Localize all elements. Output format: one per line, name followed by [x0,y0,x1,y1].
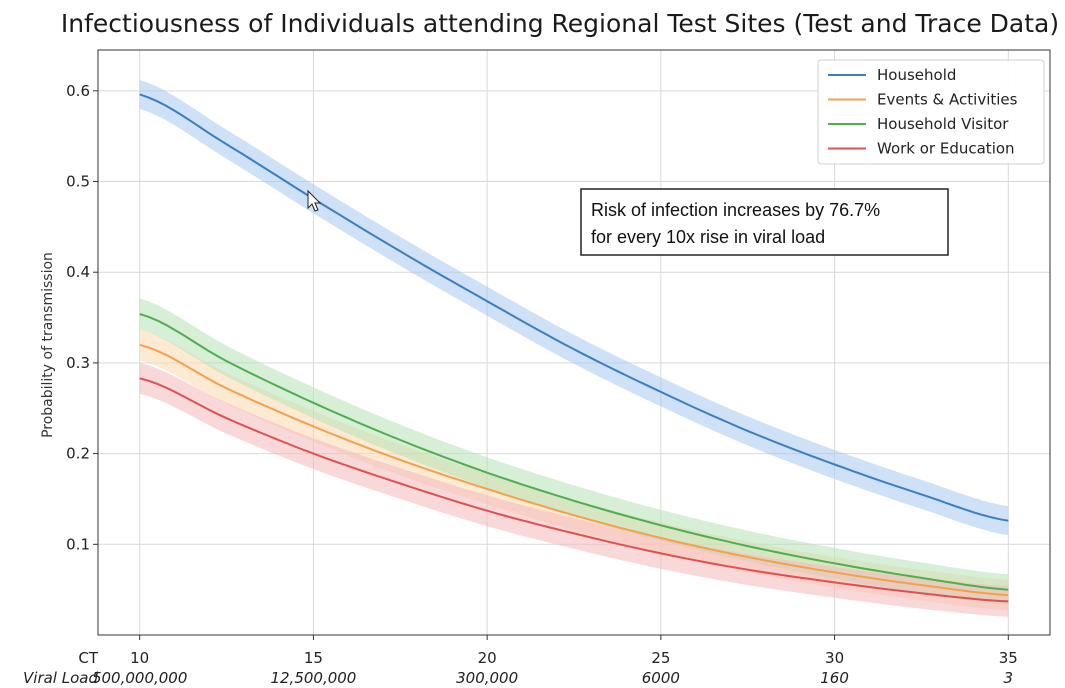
viral-load-tick-label: 500,000,000 [92,669,187,687]
confidence-band [139,79,1009,536]
x-tick-label: 35 [999,649,1018,667]
viral-load-tick-label: 6000 [642,669,680,687]
chart-title: Infectiousness of Individuals attending … [61,9,1059,38]
legend-label: Household Visitor [877,115,1009,133]
y-tick-label: 0.2 [66,445,90,463]
mouse-cursor-icon [307,189,322,212]
series-line [139,312,1009,591]
series-line [139,343,1009,597]
x-tick-label: 20 [478,649,497,667]
ct-row-label: CT [78,649,98,667]
y-tick-label: 0.5 [66,173,90,191]
series-line [139,377,1009,603]
viral-load-tick-label: 300,000 [456,669,518,687]
confidence-bands [139,79,1009,617]
y-tick-label: 0.1 [66,535,90,553]
viral-load-row-label: Viral Load [23,669,98,687]
confidence-band [139,298,1009,606]
annotation-box: Risk of infection increases by 76.7% for… [580,188,949,256]
x-tick-label: 15 [304,649,323,667]
legend-label: Events & Activities [877,91,1018,109]
x-ticks: 10 500,000,000 15 12,500,000 20 300,000 25 6000… [92,635,1018,687]
legend-label: Household [877,66,956,84]
x-tick-label: 30 [825,649,844,667]
series-lines [139,93,1009,603]
x-tick-label: 25 [651,649,670,667]
y-tick-label: 0.3 [66,354,90,372]
x-tick-label: 10 [130,649,149,667]
legend-label: Work or Education [877,140,1015,158]
y-ticks: 0.1 0.2 0.3 0.4 0.5 0.6 [66,82,98,553]
legend: Household Events & Activities Household Vi… [817,59,1045,165]
annotation-line-1: Risk of infection increases by 76.7% [591,200,880,220]
y-tick-label: 0.4 [66,263,90,281]
viral-load-tick-label: 12,500,000 [270,669,356,687]
series-line [139,93,1009,522]
viral-load-tick-label: 3 [1004,669,1014,687]
y-tick-label: 0.6 [66,82,90,100]
annotation-line-2: for every 10x rise in viral load [591,227,825,247]
confidence-band [139,362,1009,617]
viral-load-tick-label: 160 [820,669,849,687]
y-axis-label: Probability of transmission [40,252,56,438]
plot-frame [97,49,1051,636]
